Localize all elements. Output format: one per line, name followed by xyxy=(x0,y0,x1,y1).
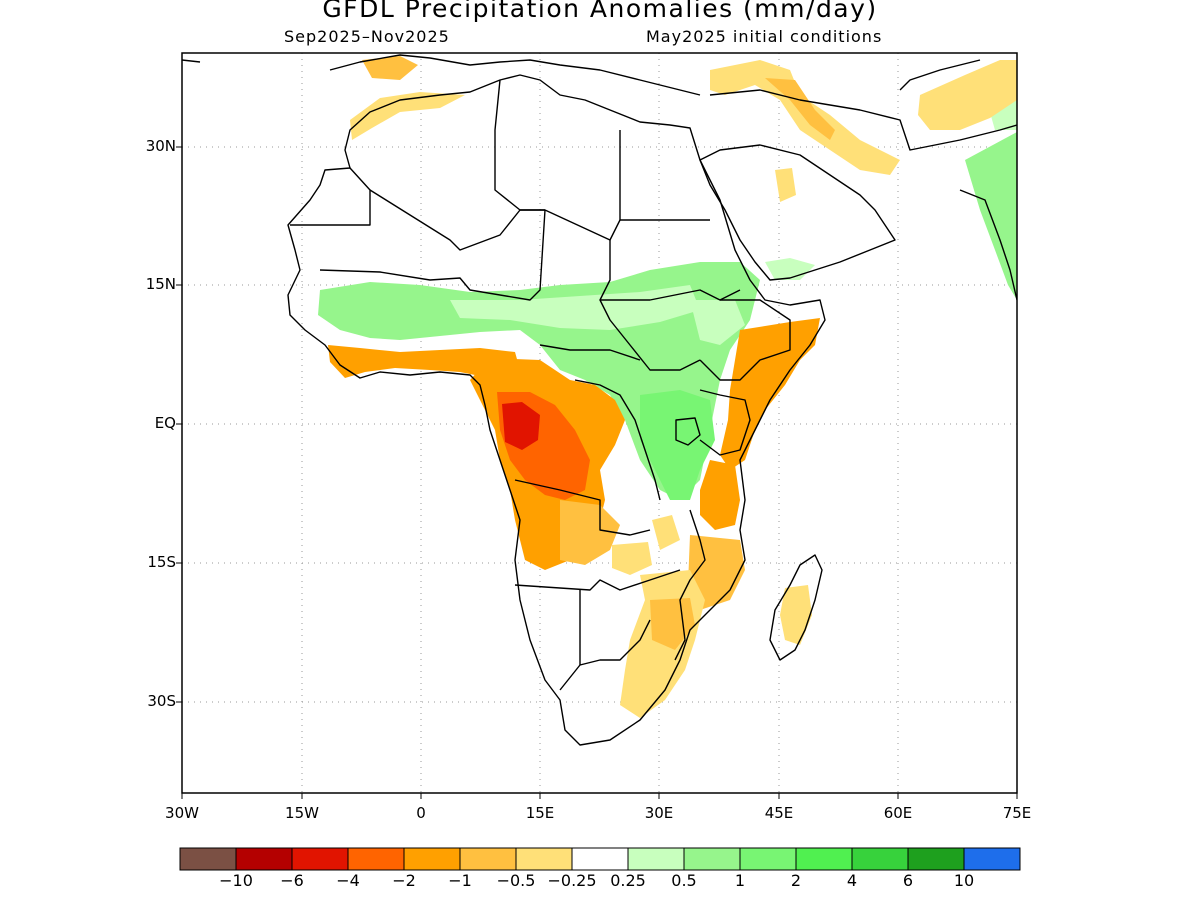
colorbar-label: −0.25 xyxy=(547,871,597,890)
colorbar-box xyxy=(571,847,629,871)
africa-coastline xyxy=(287,74,826,746)
colorbar-label: 4 xyxy=(846,871,858,890)
madagascar-dry-slight xyxy=(780,585,812,645)
lat-tick-15n: 15N xyxy=(145,275,176,293)
colorbar-box xyxy=(795,847,853,871)
angola-dry-light xyxy=(560,500,620,565)
central-asia-dry-slight xyxy=(918,60,1017,130)
arabia-coastline xyxy=(699,144,896,281)
colorbar-label: −4 xyxy=(336,871,360,890)
map-title: GFDL Precipitation Anomalies (mm/day) xyxy=(322,0,878,23)
axis-ticks xyxy=(176,146,1018,799)
ethiopia-light-wet xyxy=(690,300,745,345)
botswana-border xyxy=(579,590,651,666)
country-borders xyxy=(182,54,1017,746)
colorbar-box xyxy=(179,847,237,871)
ethiopia-border xyxy=(699,299,791,381)
lon-tick-30w: 30W xyxy=(165,804,199,822)
lon-tick-75e: 75E xyxy=(1002,804,1032,822)
colorbar-box xyxy=(739,847,797,871)
lat-tick-15s: 15S xyxy=(147,553,176,571)
colorbar xyxy=(179,847,1021,871)
colorbar-box xyxy=(459,847,517,871)
libya-border xyxy=(494,79,621,241)
south-sudan-border xyxy=(600,289,741,301)
sahel-light-wet xyxy=(450,285,700,330)
colorbar-label: −2 xyxy=(392,871,416,890)
western-sahara-border xyxy=(290,167,371,226)
colorbar-label: 2 xyxy=(790,871,802,890)
lake-victoria xyxy=(675,417,701,446)
lon-tick-15w: 15W xyxy=(285,804,319,822)
dry-anomaly-fields xyxy=(328,56,1017,718)
lon-tick-45e: 45E xyxy=(764,804,794,822)
iran-border xyxy=(709,89,1017,151)
egypt-sudan-border xyxy=(619,130,710,221)
east-africa-wet-core xyxy=(640,390,715,500)
turkmen-border xyxy=(899,59,981,91)
congo-border xyxy=(574,379,661,501)
madagascar-coastline xyxy=(769,554,823,661)
lat-tick-30n: 30N xyxy=(145,137,176,155)
lon-tick-15e: 15E xyxy=(525,804,555,822)
europe-coast xyxy=(182,54,701,96)
season-label: Sep2025–Nov2025 xyxy=(284,27,450,46)
initial-conditions-label: May2025 initial conditions xyxy=(646,27,883,46)
mozambique-border xyxy=(674,509,706,661)
middle-east-dry-light xyxy=(765,78,835,140)
lon-tick-0: 0 xyxy=(416,804,426,822)
angola-border xyxy=(514,479,651,536)
colorbar-label: 10 xyxy=(953,871,975,890)
east-africa-border xyxy=(699,389,751,456)
colorbar-label: 0.25 xyxy=(610,871,646,890)
colorbar-box xyxy=(235,847,293,871)
zimbabwe-dry-light xyxy=(650,598,695,650)
namibia-border xyxy=(514,569,681,591)
mozambique-dry-light xyxy=(688,535,745,610)
sahel-border-1 xyxy=(319,209,546,301)
zambia-dry-slight xyxy=(612,542,652,575)
colorbar-box xyxy=(683,847,741,871)
east-coast-dry xyxy=(700,460,740,530)
colorbar-label: 6 xyxy=(902,871,914,890)
gabon-dry-strong xyxy=(502,402,540,450)
lat-tick-30s: 30S xyxy=(147,692,176,710)
chad-sudan-border xyxy=(599,240,701,371)
colorbar-box xyxy=(851,847,909,871)
colorbar-label: −0.5 xyxy=(496,871,536,890)
colorbar-label: −6 xyxy=(280,871,304,890)
lat-tick-eq: EQ xyxy=(154,414,176,432)
south-africa-border xyxy=(559,664,581,691)
colorbar-label: −10 xyxy=(219,871,253,890)
colorbar-box xyxy=(515,847,573,871)
colorbar-box xyxy=(291,847,349,871)
colorbar-box xyxy=(963,847,1021,871)
guinea-coast-dry xyxy=(328,345,520,378)
colorbar-box xyxy=(907,847,965,871)
morocco-dry-slight xyxy=(350,92,465,140)
colorbar-label: 1 xyxy=(734,871,746,890)
map-frame xyxy=(181,52,1018,794)
colorbar-box xyxy=(347,847,405,871)
colorbar-label: 0.5 xyxy=(671,871,697,890)
algeria-mali-border xyxy=(369,189,545,251)
colorbar-label: −1 xyxy=(448,871,472,890)
india-coast xyxy=(959,189,1017,301)
tanzania-dry-slight xyxy=(652,515,680,550)
colorbar-box xyxy=(403,847,461,871)
horn-dry xyxy=(720,318,820,470)
central-africa-border xyxy=(539,344,641,361)
lon-tick-60e: 60E xyxy=(883,804,913,822)
iberia-dry-light xyxy=(362,56,418,80)
lon-tick-30e: 30E xyxy=(644,804,674,822)
arabia-dry-slight xyxy=(775,168,796,202)
colorbar-box xyxy=(627,847,685,871)
arabia-light-wet xyxy=(765,258,815,280)
